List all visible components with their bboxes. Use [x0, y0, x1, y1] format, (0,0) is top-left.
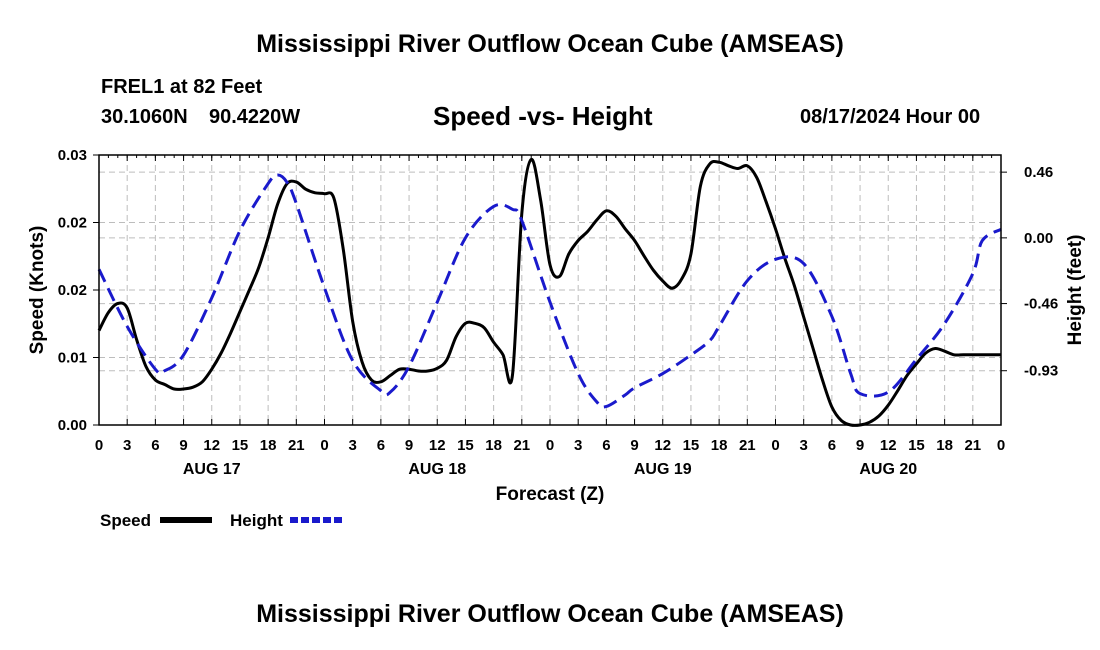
- x-tick-label: 0: [771, 437, 779, 454]
- x-tick-label: 18: [485, 437, 502, 454]
- forecast-date-label: 08/17/2024 Hour 00: [800, 106, 981, 128]
- day-label: AUG 18: [408, 461, 466, 478]
- legend: Speed Height: [100, 511, 342, 530]
- x-tick-label: 12: [203, 437, 220, 454]
- left-tick-label: 0.00: [58, 417, 87, 434]
- longitude-label: 90.4220W: [209, 106, 301, 128]
- left-tick-label: 0.03: [58, 147, 87, 164]
- x-tick-label: 15: [683, 437, 700, 454]
- x-tick-label: 15: [908, 437, 925, 454]
- x-tick-label: 12: [880, 437, 897, 454]
- grid-layer: [99, 155, 1001, 425]
- footer-title: Mississippi River Outflow Ocean Cube (AM…: [256, 600, 844, 628]
- x-tick-label: 6: [151, 437, 159, 454]
- x-tick-label: 15: [457, 437, 474, 454]
- x-tick-label: 9: [856, 437, 864, 454]
- right-tick-label: -0.93: [1024, 363, 1058, 380]
- x-tick-label: 9: [405, 437, 413, 454]
- x-tick-label: 18: [711, 437, 728, 454]
- right-tick-label: 0.00: [1024, 230, 1053, 247]
- x-tick-label: 9: [630, 437, 638, 454]
- x-tick-label: 15: [232, 437, 249, 454]
- x-tick-label: 6: [602, 437, 610, 454]
- height-series-line: [97, 173, 1002, 409]
- x-tick-label: 0: [320, 437, 328, 454]
- x-tick-label: 6: [828, 437, 836, 454]
- x-tick-label: 3: [349, 437, 357, 454]
- x-tick-label: 6: [377, 437, 385, 454]
- x-tick-label: 3: [574, 437, 582, 454]
- x-tick-label: 0: [95, 437, 103, 454]
- legend-speed-label: Speed: [100, 511, 151, 530]
- day-label: AUG 19: [634, 461, 692, 478]
- right-tick-label: -0.46: [1024, 296, 1058, 313]
- x-tick-label: 0: [546, 437, 554, 454]
- axis-layer: 0 3 6 9 12 15 18 21 0 3 6 9 12 15 18 21 0 3 6 9 12 15 18 21 0 3 6 9…: [58, 147, 1058, 478]
- right-tick-label: 0.46: [1024, 164, 1053, 181]
- x-tick-label: 3: [123, 437, 131, 454]
- x-tick-label: 18: [260, 437, 277, 454]
- left-tick-label: 0.02: [58, 282, 87, 299]
- x-tick-label: 9: [179, 437, 187, 454]
- x-axis-label: Forecast (Z): [496, 484, 605, 505]
- main-title: Mississippi River Outflow Ocean Cube (AM…: [256, 30, 844, 58]
- x-tick-label: 21: [964, 437, 981, 454]
- left-tick-label: 0.01: [58, 350, 87, 367]
- station-label: FREL1 at 82 Feet: [101, 76, 263, 98]
- latitude-label: 30.1060N: [101, 106, 188, 128]
- x-tick-label: 0: [997, 437, 1005, 454]
- day-label: AUG 20: [859, 461, 917, 478]
- x-tick-label: 3: [800, 437, 808, 454]
- legend-height-label: Height: [230, 511, 283, 530]
- x-tick-label: 21: [739, 437, 756, 454]
- x-tick-label: 12: [429, 437, 446, 454]
- x-tick-label: 18: [936, 437, 953, 454]
- x-tick-label: 12: [654, 437, 671, 454]
- left-tick-label: 0.02: [58, 215, 87, 232]
- right-axis-label: Height (feet): [1065, 235, 1086, 346]
- left-axis-label: Speed (Knots): [27, 226, 48, 355]
- chart-subtitle: Speed -vs- Height: [433, 101, 653, 131]
- x-tick-label: 21: [288, 437, 305, 454]
- x-tick-label: 21: [513, 437, 530, 454]
- day-label: AUG 17: [183, 461, 241, 478]
